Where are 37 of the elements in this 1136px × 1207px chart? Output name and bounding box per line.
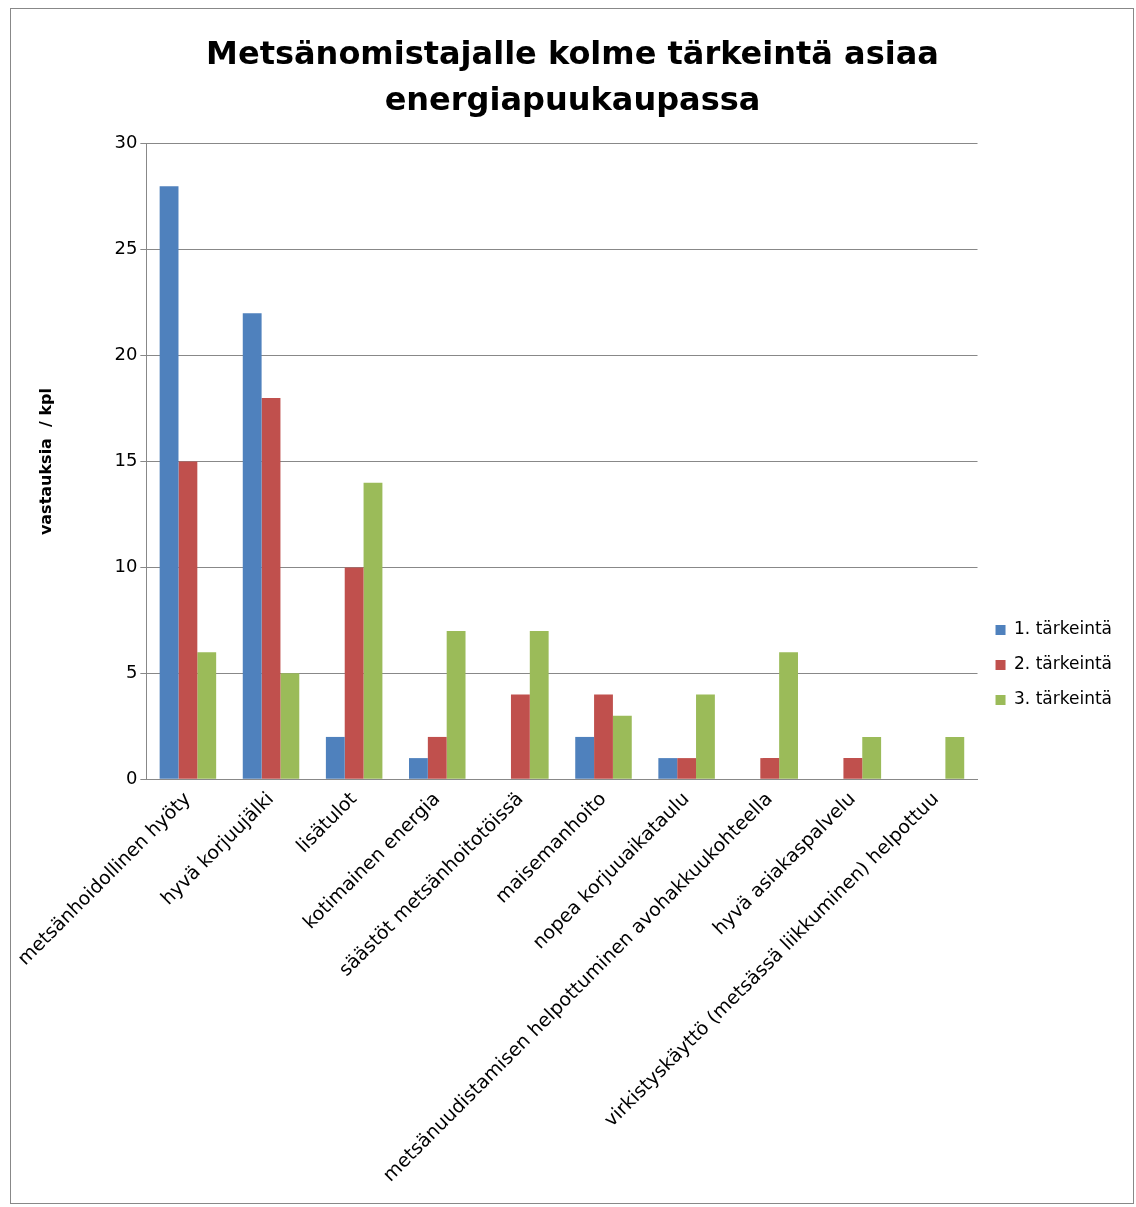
- legend-label: 2. tärkeintä: [1014, 653, 1113, 674]
- bar: [261, 398, 281, 779]
- bar: [760, 758, 780, 779]
- bar: [677, 758, 697, 779]
- bar: [344, 567, 364, 779]
- y-axis-title: vastauksia / kpl: [36, 387, 55, 536]
- y-tick-label: 20: [114, 343, 138, 365]
- bar: [862, 736, 882, 779]
- bar: [510, 694, 530, 779]
- bar: [409, 758, 428, 779]
- bar: [594, 694, 613, 779]
- bar: [363, 482, 383, 779]
- bar: [178, 461, 198, 779]
- bar: [658, 758, 678, 779]
- bar: [325, 736, 345, 779]
- legend-label: 3. tärkeintä: [1014, 688, 1113, 709]
- y-tick-label: 10: [114, 555, 138, 577]
- bar: [197, 652, 217, 779]
- y-tick-label: 5: [125, 661, 138, 683]
- legend-label: 1. tärkeintä: [1014, 618, 1113, 639]
- chart-title: Metsänomistajalle kolme tärkeintä asiaa energiapuukaupassa: [205, 33, 940, 120]
- bar: [446, 631, 466, 779]
- bar: [843, 758, 863, 779]
- bar: [696, 694, 715, 779]
- bar: [575, 736, 595, 779]
- y-tick-label: 0: [125, 766, 138, 788]
- bar: [242, 313, 262, 779]
- bar: [612, 715, 632, 779]
- bar: [779, 652, 798, 779]
- bar: [529, 631, 549, 779]
- y-tick-label: 30: [114, 131, 138, 153]
- y-tick-label: 15: [114, 449, 138, 471]
- bar: [427, 736, 447, 779]
- bar: [945, 736, 965, 779]
- bar: [280, 673, 300, 779]
- bar: [159, 186, 179, 779]
- y-tick-label: 25: [114, 237, 138, 259]
